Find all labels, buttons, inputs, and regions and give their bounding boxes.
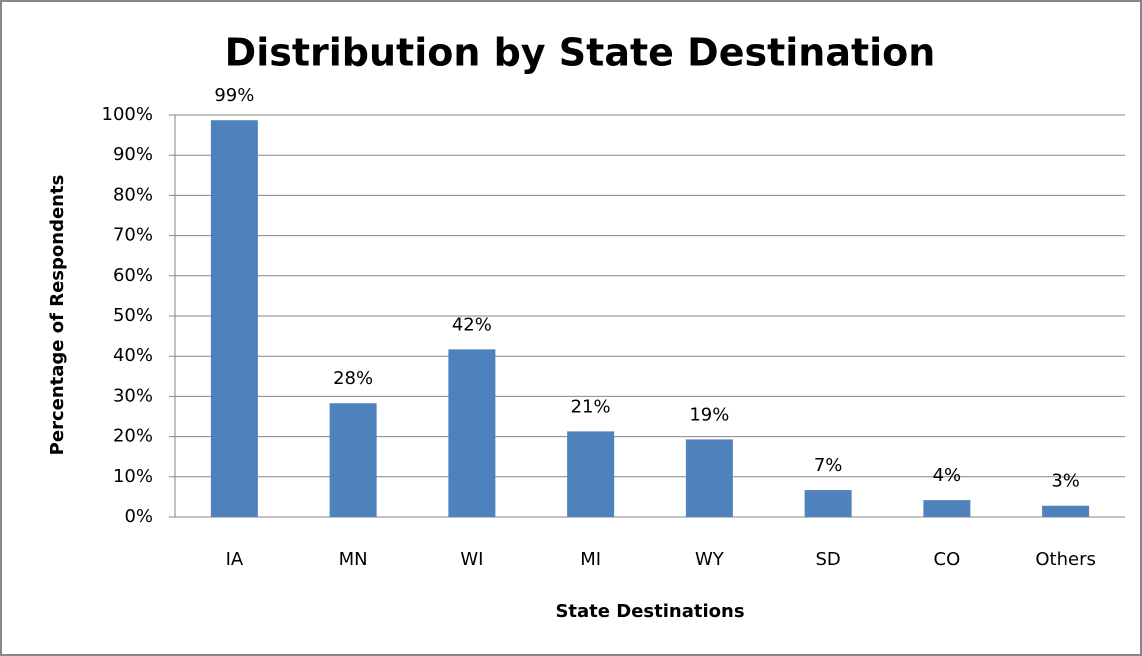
y-tick-label: 0%: [124, 506, 153, 527]
x-axis-label: State Destinations: [555, 601, 744, 622]
x-tick-label: WI: [460, 549, 483, 570]
x-tick-label: WY: [695, 549, 725, 570]
bar: [1042, 505, 1090, 517]
data-label: 4%: [933, 465, 962, 486]
y-axis-label: Percentage of Respondents: [47, 175, 68, 456]
bar: [567, 431, 615, 517]
bar: [923, 500, 971, 517]
y-tick-label: 100%: [102, 104, 153, 125]
data-label: 28%: [333, 368, 373, 389]
bar: [685, 439, 733, 517]
y-tick-label: 40%: [113, 345, 153, 366]
data-label: 99%: [214, 85, 254, 106]
x-tick-label: IA: [226, 549, 244, 570]
x-tick-label: Others: [1035, 549, 1096, 570]
bar: [804, 490, 852, 517]
data-label: 19%: [689, 404, 729, 425]
y-tick-label: 60%: [113, 265, 153, 286]
data-label: 42%: [452, 314, 492, 335]
bar: [329, 403, 377, 517]
y-tick-label: 10%: [113, 466, 153, 487]
y-tick-label: 70%: [113, 225, 153, 246]
x-tick-label: MI: [580, 549, 601, 570]
bar: [448, 349, 496, 517]
x-tick-label: CO: [934, 549, 961, 570]
chart-title: Distribution by State Destination: [225, 31, 936, 75]
data-label: 3%: [1051, 471, 1080, 492]
x-tick-label: SD: [815, 549, 840, 570]
x-tick-label: MN: [339, 549, 368, 570]
y-tick-label: 80%: [113, 184, 153, 205]
data-label: 21%: [571, 396, 611, 417]
y-tick-label: 90%: [113, 144, 153, 165]
y-tick-label: 50%: [113, 305, 153, 326]
bar: [210, 120, 258, 517]
data-label: 7%: [814, 455, 843, 476]
y-tick-label: 20%: [113, 426, 153, 447]
y-tick-label: 30%: [113, 385, 153, 406]
